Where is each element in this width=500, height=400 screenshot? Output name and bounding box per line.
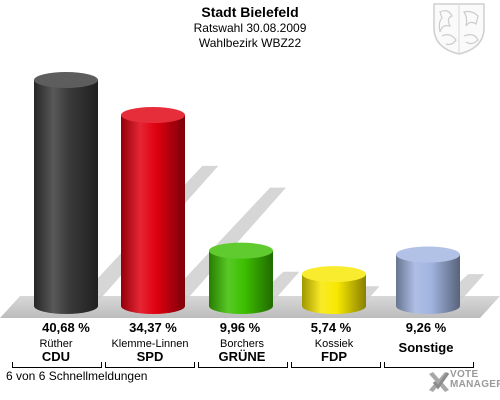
party-name: SPD [136, 349, 164, 364]
bar-cdu [34, 72, 98, 314]
brand-line2: MANAGER [450, 379, 500, 390]
candidate-name: Borchers [219, 338, 265, 350]
category-bracket [12, 362, 102, 368]
status-text: 6 von 6 Schnellmeldungen [6, 369, 148, 383]
bar-spd [121, 107, 185, 314]
brand-line1: VOTE [450, 369, 479, 380]
value-label-cdu: 40,68 % [42, 320, 90, 335]
value-labels: 40,68 % 34,37 % 9,96 % 5,74 % 9,26 % [0, 320, 500, 336]
value-label-fdp: 5,74 % [310, 320, 352, 335]
category-spd: Klemme-Linnen SPD [104, 338, 196, 363]
bar-cap-fdp [302, 266, 366, 283]
chart-title: Stadt Bielefeld [201, 4, 299, 20]
value-label-sonstige: 9,26 % [405, 320, 447, 335]
category-bracket [291, 362, 381, 368]
value-label-gruene: 9,96 % [219, 320, 261, 335]
candidate-name: Klemme-Linnen [111, 338, 189, 350]
party-name: FDP [321, 349, 347, 364]
bar-cap-sonstige [396, 246, 460, 263]
bar-cap-gruene [209, 242, 273, 259]
bar-fdp [302, 266, 366, 314]
chart-subtitle-district: Wahlbezirk WBZ22 [198, 36, 302, 50]
bar-cap-spd [121, 107, 185, 124]
category-gruene: Borchers GRÜNE [196, 338, 288, 363]
bar-cap-cdu [34, 72, 98, 88]
bar-gruene [209, 242, 273, 314]
category-fdp: Kossiek FDP [288, 338, 380, 363]
party-name: CDU [41, 349, 71, 364]
vote-check-icon [429, 372, 450, 392]
value-label-spd: 34,37 % [129, 320, 177, 335]
coat-of-arms-icon [433, 3, 485, 55]
category-bracket [105, 362, 195, 368]
category-cdu: Rüther CDU [10, 338, 102, 363]
bar-body-cdu [34, 80, 98, 314]
category-sonstige: Sonstige [380, 338, 472, 355]
chart-subtitle-election: Ratswahl 30.08.2009 [193, 21, 307, 35]
bar-sonstige [396, 246, 460, 314]
bar-body-spd [121, 115, 185, 314]
party-name: Sonstige [398, 340, 454, 355]
candidate-name: Kossiek [314, 338, 354, 350]
candidate-name: Rüther [39, 338, 73, 350]
category-bracket [384, 362, 474, 368]
category-bracket [198, 362, 288, 368]
bar-body-fdp [302, 274, 366, 314]
bar-body-gruene [209, 250, 273, 314]
party-name: GRÜNE [218, 349, 266, 364]
bar-body-sonstige [396, 254, 460, 314]
category-labels: Rüther CDU Klemme-Linnen SPD Borchers GR… [0, 338, 500, 368]
vote-manager-logo: VOTE MANAGER [426, 366, 500, 398]
